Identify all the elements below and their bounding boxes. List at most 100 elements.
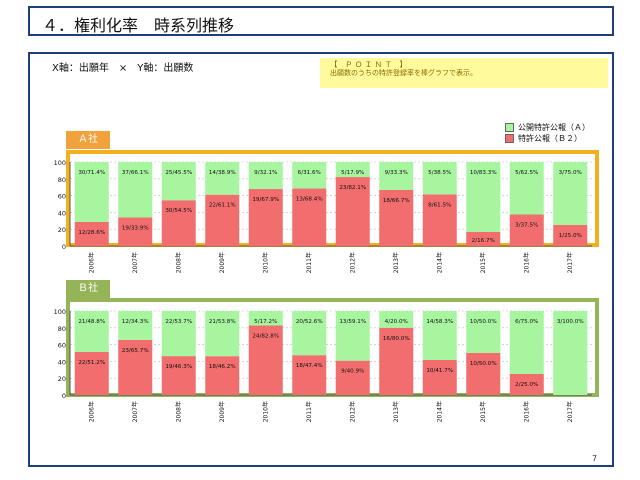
x-tick-label: 2007年	[131, 401, 139, 422]
data-label-b2: 18/47.4%	[296, 363, 323, 369]
bar-segment-b2	[161, 356, 196, 395]
bar-segment-a	[248, 162, 283, 189]
x-tick-label: 2011年	[305, 252, 313, 273]
bar-segment-a	[466, 311, 501, 353]
company-a-tab: Ａ社	[66, 131, 110, 149]
bar-segment-a	[205, 162, 240, 195]
legend-swatch-red	[505, 134, 514, 143]
bar-segment-b2	[292, 355, 327, 395]
data-label-b2: 2/25.0%	[515, 382, 538, 388]
data-label-b2: 3/37.5%	[515, 223, 538, 229]
bar-segment-a	[553, 162, 588, 225]
data-label-a: 20/52.6%	[296, 319, 323, 325]
bar-segment-a	[379, 311, 414, 328]
data-label-a: 6/75.0%	[515, 319, 538, 325]
data-label-b2: 16/80.0%	[383, 336, 410, 342]
y-tick-label: 0	[62, 392, 66, 400]
x-tick-label: 2010年	[261, 252, 269, 273]
data-label-a: 10/50.0%	[470, 319, 497, 325]
x-tick-label: 2012年	[348, 252, 356, 273]
x-tick-label: 2006年	[87, 252, 95, 273]
x-tick-label: 2014年	[435, 401, 443, 422]
data-label-a: 4/20.0%	[385, 319, 408, 325]
bar-segment-b2	[335, 177, 370, 246]
data-label-a: 5/38.5%	[428, 170, 451, 176]
x-tick-label: 2010年	[261, 401, 269, 422]
x-tick-label: 2009年	[218, 252, 226, 273]
data-label-a: 21/53.8%	[209, 319, 236, 325]
bar-segment-b2	[379, 327, 414, 395]
data-label-a: 25/45.5%	[165, 170, 192, 176]
data-label-a: 5/17.9%	[341, 170, 364, 176]
data-label-a: 9/33.3%	[385, 170, 408, 176]
bar-segment-a	[248, 311, 283, 326]
data-label-b2: 24/82.8%	[252, 333, 279, 339]
y-tick-label: 20	[58, 226, 66, 234]
data-label-a: 21/48.8%	[78, 319, 105, 325]
bar-segment-b2	[553, 225, 588, 246]
bar-segment-a	[292, 162, 327, 189]
y-tick-label: 80	[58, 325, 66, 333]
bar-segment-a	[553, 311, 588, 395]
y-tick-label: 100	[54, 308, 66, 316]
data-label-b2: 30/54.5%	[165, 208, 192, 214]
bar-segment-b2	[292, 188, 327, 246]
page-title: ４．権利化率 時系列推移	[42, 16, 235, 35]
data-label-b2: 10/41.7%	[426, 368, 453, 374]
data-label-a: 37/66.1%	[122, 170, 149, 176]
title-box: ４．権利化率 時系列推移	[28, 6, 614, 36]
x-tick-label: 2007年	[131, 252, 139, 273]
data-label-a: 10/83.3%	[470, 170, 497, 176]
content-frame	[28, 52, 614, 467]
bar-segment-a	[466, 162, 501, 232]
page-number: 7	[592, 454, 598, 463]
bar-segment-b2	[161, 200, 196, 246]
x-tick-label: 2014年	[435, 252, 443, 273]
legend-item-b: 特許公報（Ｂ２）	[505, 133, 590, 144]
y-tick-label: 60	[58, 342, 66, 350]
data-label-b2: 8/61.5%	[428, 202, 451, 208]
company-b-tab: Ｂ社	[66, 280, 110, 298]
bar-segment-a	[509, 162, 544, 215]
legend-swatch-green	[505, 123, 514, 132]
x-tick-label: 2008年	[174, 252, 182, 273]
data-label-b2: 23/65.7%	[122, 348, 149, 354]
bar-segment-b2	[335, 360, 370, 395]
data-label-a: 3/75.0%	[559, 170, 582, 176]
x-tick-label: 2016年	[522, 401, 530, 422]
data-label-a: 14/58.3%	[426, 319, 453, 325]
data-label-b2: 23/82.1%	[339, 185, 366, 191]
bar-segment-a	[422, 311, 457, 360]
bar-segment-a	[161, 162, 196, 201]
legend-label-b: 特許公報（Ｂ２）	[518, 134, 582, 143]
bar-segment-b2	[509, 374, 544, 395]
data-label-b2: 9/40.9%	[341, 369, 364, 375]
bar-segment-b2	[379, 189, 414, 246]
data-label-b2: 10/50.0%	[470, 361, 497, 367]
bar-segment-b2	[466, 353, 501, 395]
bar-segment-b2	[205, 356, 240, 395]
data-label-b2: 18/46.2%	[209, 364, 236, 370]
bar-segment-a	[118, 162, 153, 218]
bar-segment-b2	[248, 325, 283, 395]
data-label-a: 14/38.9%	[209, 170, 236, 176]
data-label-b2: 22/61.1%	[209, 203, 236, 209]
data-label-a: 12/34.3%	[122, 319, 149, 325]
x-tick-label: 2016年	[522, 252, 530, 273]
y-tick-label: 20	[58, 375, 66, 383]
bar-segment-b2	[74, 351, 109, 395]
bar-segment-b2	[466, 231, 501, 246]
y-tick-label: 40	[58, 358, 66, 366]
bar-segment-a	[379, 162, 414, 190]
bar-segment-b2	[118, 217, 153, 246]
y-tick-label: 60	[58, 193, 66, 201]
data-label-a: 6/31.6%	[298, 170, 321, 176]
data-label-a: 13/59.1%	[339, 319, 366, 325]
bar-segment-a	[74, 311, 109, 352]
x-tick-label: 2017年	[566, 401, 574, 422]
y-tick-label: 40	[58, 209, 66, 217]
point-text: 出願数のうちの特許登録率を棒グラフで表示。	[330, 69, 477, 77]
data-label-a: 5/62.5%	[515, 170, 538, 176]
x-tick-label: 2015年	[479, 252, 487, 273]
